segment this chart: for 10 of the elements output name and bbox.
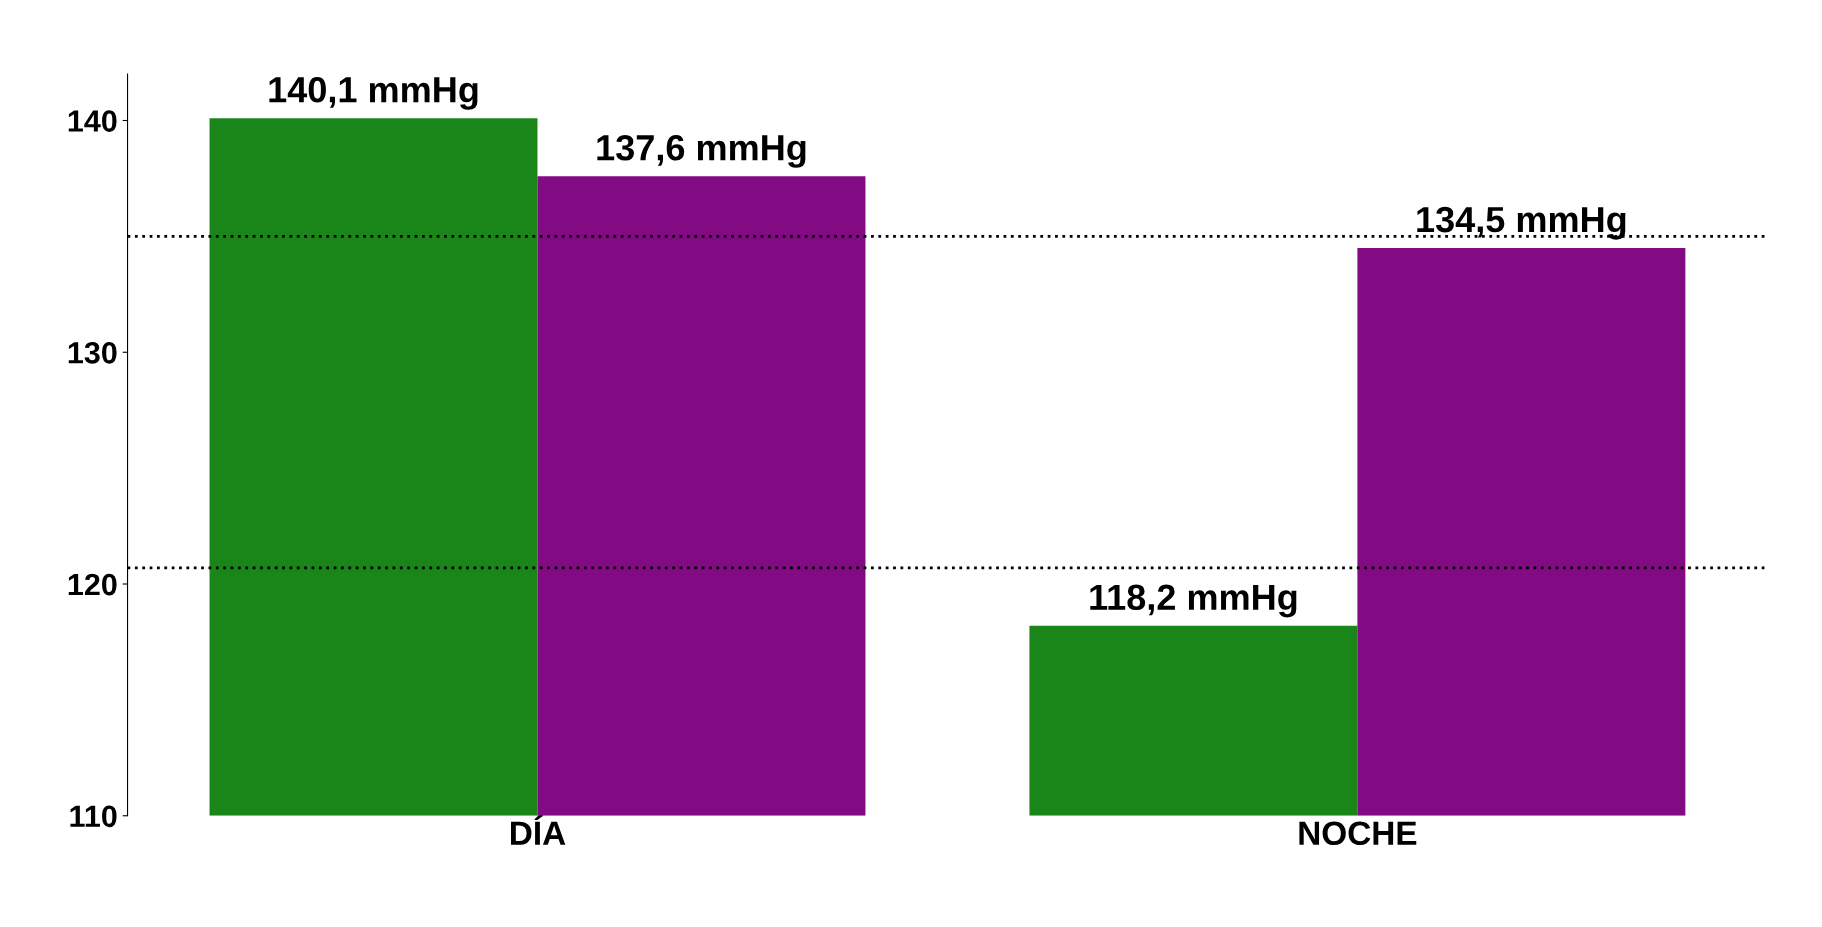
data-label: 118,2 mmHg [1090,584,1297,618]
data-label: 137,6 mmHg [597,134,806,168]
y-tick-label: 130 [68,342,117,364]
x-tick-label: DÍA [511,815,566,845]
data-label: 134,5 mmHg [1417,206,1626,240]
y-tick-label: 110 [70,805,117,828]
y-tick-label: 140 [68,110,117,132]
data-label: 140,1 mmHg [269,76,478,110]
x-tick-label: NOCHE [1299,821,1417,846]
y-tick-label: 120 [68,573,117,596]
